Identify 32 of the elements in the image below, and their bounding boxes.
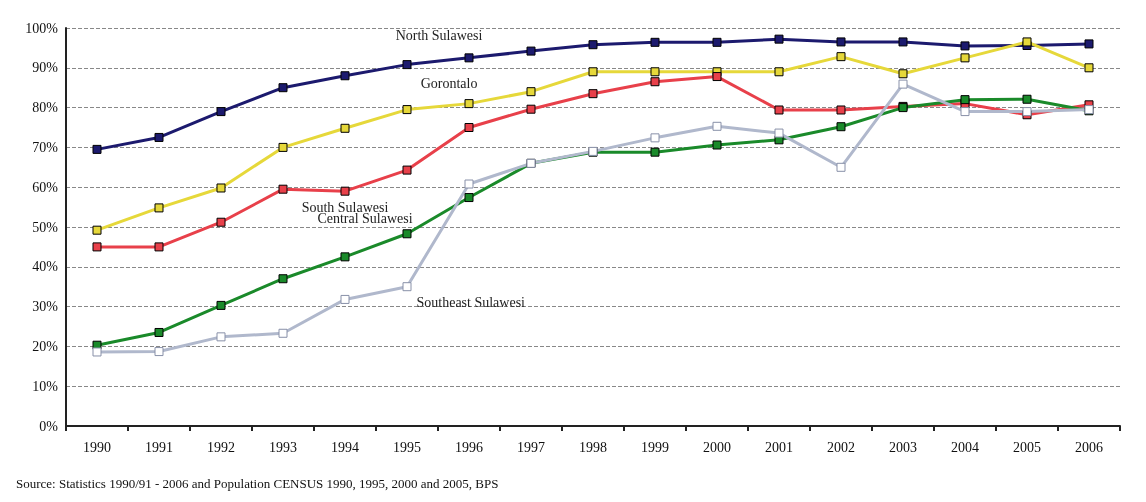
series-label: Southeast Sulawesi xyxy=(416,295,526,311)
x-tick-label: 2005 xyxy=(1013,439,1041,455)
x-tick-label: 1996 xyxy=(455,439,483,455)
x-tick-label: 2000 xyxy=(703,439,731,455)
series-label: North Sulawesi xyxy=(395,27,483,43)
x-tick-label: 1994 xyxy=(331,439,359,455)
x-tick-label: 2006 xyxy=(1075,439,1103,455)
series-label: Gorontalo xyxy=(420,75,478,91)
source-note: Source: Statistics 1990/91 - 2006 and Population CENSUS 1990, 1995, 2000 and 2005, BPS xyxy=(16,476,499,491)
y-tick-label: 10% xyxy=(32,378,59,394)
x-tick-label: 2004 xyxy=(951,439,979,455)
y-tick-label: 80% xyxy=(32,100,59,116)
x-tick-label: 1992 xyxy=(207,439,235,455)
y-tick-label: 90% xyxy=(32,60,59,76)
x-tick-label: 2001 xyxy=(765,439,793,455)
x-tick-label: 1995 xyxy=(393,439,421,455)
y-tick-label: 40% xyxy=(32,259,59,275)
y-tick-label: 30% xyxy=(32,299,59,315)
y-tick-label: 0% xyxy=(39,418,59,434)
y-tick-label: 20% xyxy=(32,338,59,354)
y-tick-label: 70% xyxy=(32,139,59,155)
x-tick-label: 1993 xyxy=(269,439,297,455)
y-tick-label: 50% xyxy=(32,219,59,235)
y-tick-label: 60% xyxy=(32,179,59,195)
x-tick-label: 2002 xyxy=(827,439,855,455)
x-tick-label: 2003 xyxy=(889,439,917,455)
x-tick-label: 1997 xyxy=(517,439,545,455)
x-tick-label: 1991 xyxy=(145,439,173,455)
x-tick-label: 1998 xyxy=(579,439,607,455)
y-tick-label: 100% xyxy=(25,20,59,36)
x-tick-label: 1990 xyxy=(83,439,111,455)
x-tick-label: 1999 xyxy=(641,439,669,455)
